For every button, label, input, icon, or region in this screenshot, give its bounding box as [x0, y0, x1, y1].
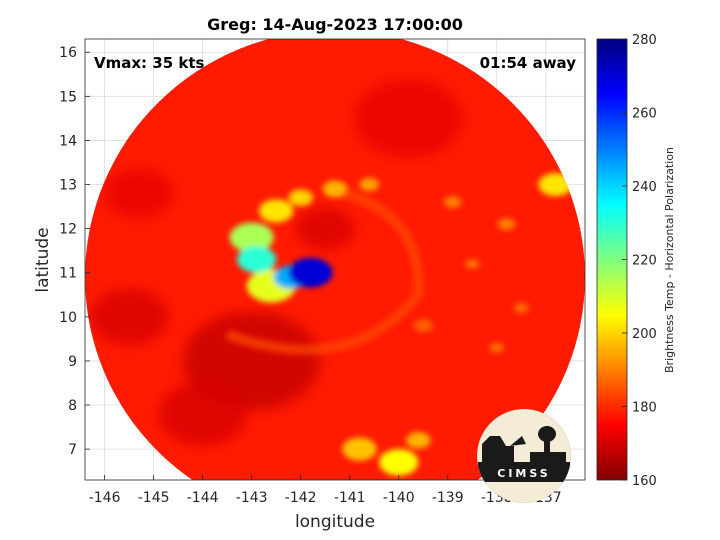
y-tick-label: 10: [59, 310, 77, 326]
time-away-annotation: 01:54 away: [480, 54, 577, 72]
x-tick-label: -141: [334, 490, 366, 506]
x-tick-label: -143: [236, 490, 268, 506]
y-tick-label: 14: [59, 133, 77, 149]
brightness-temperature-swath: [85, 39, 585, 480]
convective-cell: [406, 432, 431, 449]
x-axis-label: longitude: [295, 512, 375, 532]
y-tick-label: 16: [59, 45, 77, 61]
colorbar-tick-label: 160: [632, 474, 657, 489]
convective-cell: [513, 303, 529, 313]
colorbar-tick-label: 220: [632, 254, 657, 269]
y-tick-label: 8: [68, 398, 77, 414]
cold-band: [158, 382, 247, 446]
chart-title: Greg: 14-Aug-2023 17:00:00: [207, 15, 463, 34]
convective-cell: [538, 172, 573, 197]
x-tick-label: -145: [138, 490, 170, 506]
cold-band: [354, 79, 463, 158]
y-tick-label: 13: [59, 178, 77, 194]
convective-cell: [443, 196, 462, 209]
x-tick-label: -139: [432, 490, 464, 506]
colorbar-tick-label: 200: [632, 327, 657, 342]
x-tick-label: -142: [285, 490, 317, 506]
convective-cell: [464, 258, 480, 269]
y-tick-label: 12: [59, 222, 77, 238]
convective-cell: [413, 319, 434, 333]
y-tick-label: 15: [59, 89, 77, 105]
vmax-annotation: Vmax: 35 kts: [94, 54, 204, 72]
y-axis-label: latitude: [33, 227, 53, 292]
convective-features: [229, 172, 573, 476]
spiral-band: [225, 184, 424, 355]
plot-frame: [84, 38, 586, 481]
convective-cell: [379, 449, 419, 476]
convective-cell: [489, 342, 505, 353]
y-tick-label: 9: [68, 354, 77, 370]
convective-cell: [359, 177, 380, 192]
spiral-band-path: [225, 184, 424, 355]
logo-text: CIMSS: [497, 467, 550, 480]
cimss-logo: CIMSS: [477, 409, 571, 503]
cold-band: [295, 207, 355, 250]
y-axis-ticks: 7 8 9 10 11 12 13 14 15 16: [59, 45, 90, 458]
colorbar-ticks: 160 180 200 220 240 260 280: [622, 33, 657, 489]
x-tick-label: -144: [187, 490, 219, 506]
convective-cell: [288, 189, 313, 207]
convective-cell: [497, 218, 516, 231]
colorbar-tick-label: 260: [632, 107, 657, 122]
convective-cell: [342, 437, 377, 461]
y-tick-label: 11: [59, 266, 77, 282]
convective-cell: [236, 246, 277, 273]
y-tick-label: 7: [68, 442, 77, 458]
cold-bands: [89, 79, 463, 446]
cold-band: [89, 288, 169, 346]
convective-cell: [288, 257, 333, 288]
x-tick-label: -146: [89, 490, 121, 506]
colorbar-tick-label: 240: [632, 180, 657, 195]
cold-band: [104, 168, 174, 219]
colorbar-tick-label: 280: [632, 33, 657, 48]
colorbar-tick-label: 180: [632, 401, 657, 416]
convective-cell: [229, 222, 274, 253]
x-tick-label: -140: [383, 490, 415, 506]
convective-cell: [259, 199, 294, 223]
colorbar-label: Brightness Temp - Horizontal Polarizatio…: [663, 147, 676, 373]
convective-cell: [322, 180, 348, 198]
